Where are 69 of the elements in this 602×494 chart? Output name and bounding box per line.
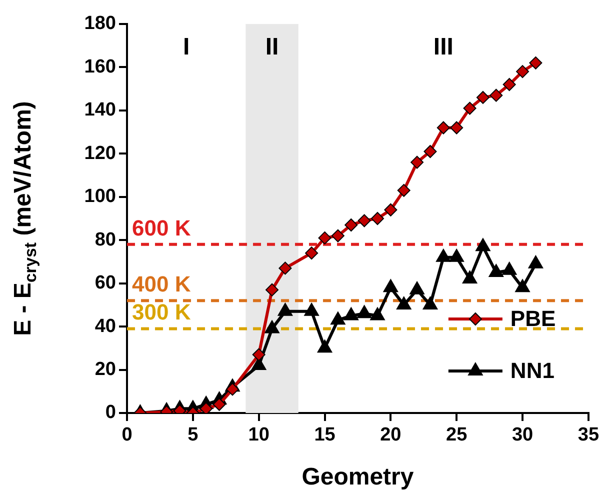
- point: [304, 302, 319, 316]
- point: [384, 203, 398, 216]
- point: [422, 296, 438, 310]
- x-tick-label: 20: [380, 424, 402, 446]
- point: [463, 102, 476, 115]
- point: [370, 212, 384, 225]
- legend-label: PBE: [510, 306, 556, 332]
- point: [424, 145, 437, 158]
- point: [330, 312, 346, 325]
- point: [450, 121, 464, 134]
- point: [200, 402, 213, 413]
- y-tick-label: 140: [84, 100, 116, 121]
- ref-line-label: 600 K: [132, 215, 191, 240]
- annotation: II: [265, 34, 279, 61]
- point: [318, 231, 332, 244]
- point: [528, 255, 544, 268]
- point: [410, 156, 424, 169]
- point: [383, 279, 398, 292]
- annotation: I: [182, 34, 190, 61]
- point: [278, 262, 292, 275]
- point: [436, 248, 451, 262]
- y-tick-label: 80: [94, 229, 116, 250]
- point: [396, 296, 412, 310]
- point: [356, 305, 372, 318]
- point: [331, 229, 344, 242]
- x-tick-label: 0: [122, 424, 132, 446]
- y-tick-label: 20: [94, 359, 116, 380]
- point: [502, 78, 516, 92]
- point: [488, 264, 504, 278]
- point: [449, 248, 464, 262]
- point: [344, 218, 358, 232]
- point: [515, 279, 530, 292]
- point: [370, 307, 385, 320]
- point: [410, 281, 424, 294]
- x-tick-label: 5: [188, 424, 199, 446]
- point: [502, 262, 517, 275]
- x-tick-label: 10: [248, 424, 270, 446]
- point: [266, 283, 279, 296]
- point: [317, 340, 332, 353]
- point: [305, 246, 318, 260]
- y-tick-label: 120: [84, 142, 116, 164]
- point: [529, 56, 542, 70]
- legend-label: NN1: [510, 358, 554, 384]
- point: [462, 270, 478, 284]
- y-tick-label: 180: [84, 13, 116, 34]
- point: [397, 184, 410, 197]
- point: [476, 90, 490, 104]
- point: [476, 238, 490, 252]
- ref-line-label: 300 K: [132, 300, 191, 325]
- point: [264, 320, 280, 334]
- x-tick-label: 25: [446, 424, 468, 446]
- point: [490, 88, 503, 102]
- point: [344, 307, 359, 320]
- point: [358, 214, 371, 228]
- point: [436, 121, 450, 134]
- ref-line-label: 400 K: [132, 272, 191, 297]
- y-tick-label: 100: [84, 186, 116, 208]
- y-tick-label: 40: [94, 316, 116, 337]
- x-tick-label: 30: [512, 424, 534, 446]
- y-tick-label: 0: [105, 402, 116, 424]
- y-tick-label: 160: [84, 56, 116, 78]
- y-tick-label: 60: [94, 272, 116, 294]
- point: [278, 302, 293, 316]
- point: [516, 65, 530, 78]
- x-tick-label: 15: [314, 424, 336, 446]
- annotation: III: [433, 34, 454, 61]
- x-tick-label: 35: [578, 424, 600, 446]
- x-axis-title: Geometry: [302, 464, 414, 491]
- y-axis-title: E - Ecryst (meV/Atom): [10, 101, 40, 336]
